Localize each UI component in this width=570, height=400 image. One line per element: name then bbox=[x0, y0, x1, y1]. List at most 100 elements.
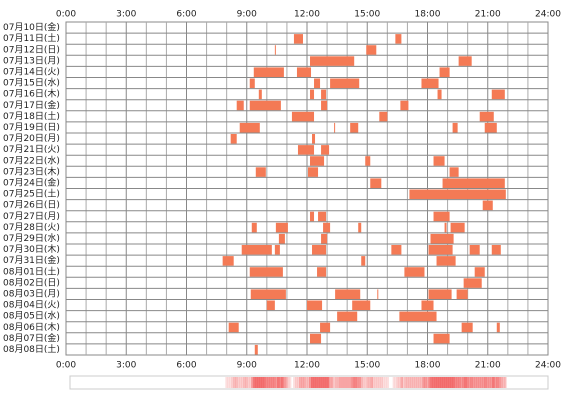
density-cell bbox=[259, 377, 262, 388]
activity-bar bbox=[404, 267, 425, 277]
density-cell bbox=[414, 377, 417, 388]
activity-bar bbox=[321, 145, 330, 155]
density-cell bbox=[255, 377, 258, 388]
density-cell bbox=[269, 377, 272, 388]
density-cell bbox=[384, 377, 387, 388]
x-tick-label: 24:00 bbox=[535, 361, 561, 371]
density-cell bbox=[237, 377, 240, 388]
activity-bar bbox=[442, 178, 505, 188]
activity-bar bbox=[310, 89, 315, 100]
density-cell bbox=[436, 377, 439, 388]
density-cell bbox=[378, 377, 381, 388]
x-tick-label: 3:00 bbox=[116, 10, 136, 20]
activity-bar bbox=[230, 134, 237, 144]
density-cell bbox=[261, 377, 264, 388]
density-cell bbox=[344, 377, 348, 388]
row-label: 08月04日(火) bbox=[3, 300, 60, 311]
density-cell bbox=[275, 377, 278, 388]
density-cell bbox=[249, 377, 252, 388]
x-tick-label: 12:00 bbox=[294, 361, 320, 371]
activity-bar bbox=[320, 322, 331, 333]
row-label: 08月07日(金) bbox=[3, 332, 60, 344]
activity-bar bbox=[334, 122, 336, 133]
activity-bar bbox=[291, 111, 315, 122]
activity-bar bbox=[321, 89, 327, 100]
density-cell bbox=[356, 377, 360, 388]
density-cell bbox=[338, 377, 342, 388]
activity-bar bbox=[430, 233, 454, 244]
activity-bar bbox=[308, 167, 319, 177]
density-cell bbox=[448, 377, 451, 388]
density-cell bbox=[364, 377, 368, 388]
density-cell bbox=[277, 377, 280, 388]
density-cell bbox=[352, 377, 356, 388]
activity-bar bbox=[293, 34, 303, 44]
density-cell bbox=[257, 377, 260, 388]
activity-bar bbox=[461, 322, 473, 333]
density-cell bbox=[478, 377, 481, 388]
density-cell bbox=[470, 377, 473, 388]
density-cell bbox=[231, 377, 234, 388]
density-cell bbox=[267, 377, 270, 388]
activity-bar bbox=[318, 211, 327, 222]
density-cell bbox=[460, 377, 463, 388]
density-cell bbox=[480, 377, 483, 388]
density-cell bbox=[233, 377, 236, 388]
row-label: 07月20日(月) bbox=[3, 133, 60, 144]
activity-bar bbox=[452, 122, 458, 133]
row-label: 08月05日(水) bbox=[3, 310, 60, 322]
density-cell bbox=[504, 377, 507, 388]
density-cell bbox=[293, 377, 296, 388]
density-cell bbox=[438, 377, 441, 388]
row-label: 07月30日(木) bbox=[3, 243, 60, 255]
density-cell bbox=[408, 377, 411, 388]
row-label: 07月23日(木) bbox=[3, 165, 60, 177]
activity-bar bbox=[450, 222, 465, 233]
activity-bar bbox=[321, 100, 328, 111]
activity-bar bbox=[358, 222, 362, 233]
density-cell bbox=[410, 377, 413, 388]
row-label: 07月25日(土) bbox=[3, 188, 60, 200]
density-cell bbox=[486, 377, 489, 388]
row-label: 08月08日(土) bbox=[3, 343, 60, 355]
density-cell bbox=[424, 377, 427, 388]
density-cell bbox=[498, 377, 501, 388]
activity-bar bbox=[255, 167, 266, 177]
row-label: 07月22日(水) bbox=[3, 154, 60, 166]
density-cell bbox=[392, 377, 395, 388]
activity-bar bbox=[428, 289, 452, 299]
density-cell bbox=[458, 377, 461, 388]
density-cell bbox=[416, 377, 419, 388]
activity-bar bbox=[249, 267, 283, 277]
density-cell bbox=[227, 377, 230, 388]
density-cell bbox=[444, 377, 447, 388]
density-cell bbox=[432, 377, 435, 388]
density-cell bbox=[442, 377, 445, 388]
density-cell bbox=[374, 377, 378, 388]
density-cell bbox=[309, 377, 312, 388]
density-cell bbox=[299, 377, 302, 388]
activity-bar bbox=[474, 267, 485, 277]
row-label: 07月18日(土) bbox=[3, 110, 60, 122]
x-tick-label: 9:00 bbox=[237, 10, 257, 20]
density-cell bbox=[482, 377, 485, 388]
activity-bar bbox=[484, 122, 497, 133]
density-cell bbox=[289, 377, 292, 388]
activity-bar bbox=[491, 245, 501, 255]
density-cell bbox=[400, 377, 403, 388]
density-cell bbox=[297, 377, 300, 388]
density-cell bbox=[360, 377, 364, 388]
activity-bar bbox=[274, 245, 280, 255]
density-cell bbox=[366, 377, 370, 388]
row-label: 07月13日(月) bbox=[3, 55, 60, 66]
density-cell bbox=[295, 377, 298, 388]
density-cell bbox=[494, 377, 497, 388]
activity-bar bbox=[366, 45, 377, 55]
activity-bar bbox=[314, 78, 321, 89]
density-cell bbox=[271, 377, 274, 388]
activity-bar bbox=[323, 222, 331, 233]
density-cell bbox=[239, 377, 242, 388]
density-cell bbox=[450, 377, 453, 388]
density-cell bbox=[382, 377, 385, 388]
density-cell bbox=[336, 377, 340, 388]
